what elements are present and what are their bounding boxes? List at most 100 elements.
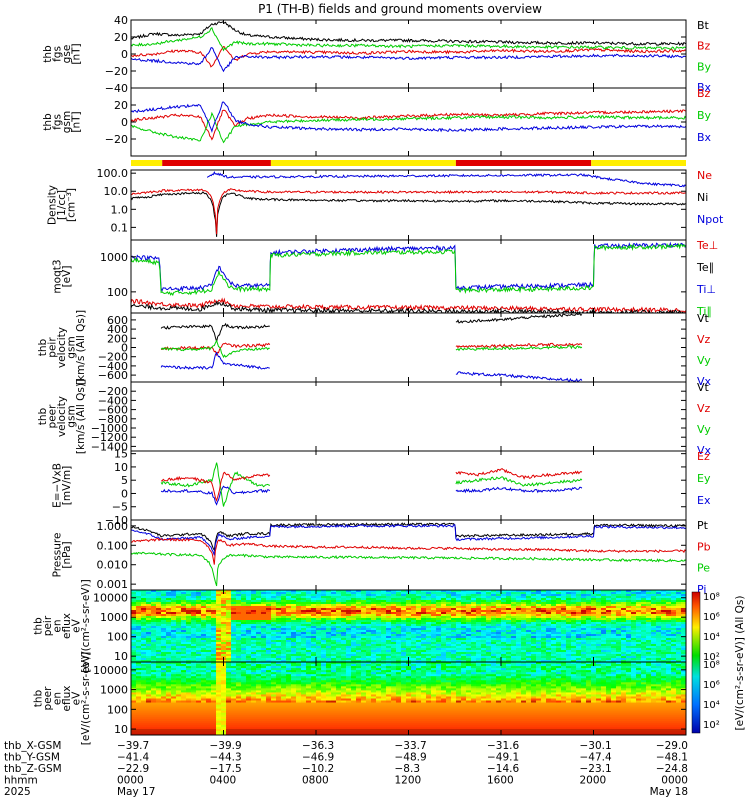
heatmap-cell xyxy=(276,594,282,597)
heatmap-cell xyxy=(316,630,322,633)
heatmap-cell xyxy=(301,658,307,661)
heatmap-cell xyxy=(581,650,587,653)
heatmap-cell xyxy=(621,624,627,627)
heatmap-cell xyxy=(491,644,497,647)
heatmap-cell xyxy=(251,602,257,605)
heatmap-cell xyxy=(576,652,582,655)
heatmap-peer_en_eflux xyxy=(131,662,686,735)
heatmap-cell xyxy=(611,666,617,669)
heatmap-cell xyxy=(151,668,157,671)
heatmap-cell xyxy=(456,610,462,613)
heatmap-cell xyxy=(396,618,402,621)
heatmap-cell xyxy=(261,628,267,631)
heatmap-cell xyxy=(251,650,257,653)
heatmap-cell xyxy=(541,618,547,621)
heatmap-cell xyxy=(356,636,362,639)
heatmap-cell xyxy=(636,596,642,599)
heatmap-cell xyxy=(676,660,682,662)
heatmap-cell xyxy=(676,622,682,625)
heatmap-cell xyxy=(346,614,352,617)
heatmap-cell xyxy=(601,620,607,623)
heatmap-cell xyxy=(361,604,367,607)
heatmap-cell xyxy=(286,596,292,599)
heatmap-cell xyxy=(486,670,492,673)
heatmap-cell xyxy=(471,592,477,595)
heatmap-cell xyxy=(571,634,577,637)
heatmap-cell xyxy=(506,652,512,655)
heatmap-cell xyxy=(661,642,667,645)
heatmap-cell xyxy=(511,642,517,645)
heatmap-cell xyxy=(166,632,172,635)
heatmap-cell xyxy=(546,654,552,657)
heatmap-cell xyxy=(641,658,647,661)
heatmap-cell xyxy=(391,624,397,627)
heatmap-cell xyxy=(556,606,562,609)
heatmap-cell xyxy=(326,592,332,595)
heatmap-cell xyxy=(386,652,392,655)
heatmap-cell xyxy=(561,590,567,593)
heatmap-cell xyxy=(351,672,357,675)
heatmap-cell xyxy=(426,598,432,601)
heatmap-cell xyxy=(251,622,257,625)
heatmap-cell xyxy=(301,590,307,593)
heatmap-cell xyxy=(186,606,192,609)
heatmap-cell xyxy=(571,630,577,633)
heatmap-cell xyxy=(311,652,317,655)
heatmap-cell xyxy=(536,610,542,613)
heatmap-cell xyxy=(491,672,497,675)
heatmap-cell xyxy=(216,602,222,605)
heatmap-cell xyxy=(341,648,347,651)
heatmap-cell xyxy=(521,664,527,667)
heatmap-cell xyxy=(571,594,577,597)
heatmap-cell xyxy=(401,590,407,593)
heatmap-cell xyxy=(371,616,377,619)
heatmap-cell xyxy=(616,652,622,655)
heatmap-cell xyxy=(431,602,437,605)
heatmap-cell xyxy=(321,652,327,655)
heatmap-cell xyxy=(261,596,267,599)
heatmap-cell xyxy=(336,642,342,645)
y-axis-label: gsm xyxy=(61,111,73,133)
heatmap-cell xyxy=(131,592,137,595)
heatmap-cell xyxy=(616,636,622,639)
heatmap-cell xyxy=(346,656,352,659)
heatmap-cell xyxy=(386,608,392,611)
heatmap-cell xyxy=(606,648,612,651)
heatmap-cell xyxy=(246,654,252,657)
heatmap-cell xyxy=(296,596,302,599)
heatmap-cell xyxy=(336,596,342,599)
heatmap-cell xyxy=(146,594,152,597)
heatmap-cell xyxy=(136,654,142,657)
heatmap-cell xyxy=(606,644,612,647)
heatmap-cell xyxy=(331,604,337,607)
heatmap-cell xyxy=(496,602,502,605)
heatmap-cell xyxy=(491,606,497,609)
heatmap-cell xyxy=(261,612,267,615)
heatmap-cell xyxy=(201,644,207,647)
heatmap-cell xyxy=(311,640,317,643)
heatmap-cell xyxy=(316,628,322,631)
heatmap-cell xyxy=(131,656,137,659)
heatmap-cell xyxy=(326,646,332,649)
heatmap-cell xyxy=(236,652,242,655)
heatmap-cell xyxy=(541,654,547,657)
heatmap-cell xyxy=(526,664,532,667)
heatmap-cell xyxy=(436,648,442,651)
heatmap-cell xyxy=(166,628,172,631)
heatmap-cell xyxy=(181,624,187,627)
heatmap-cell xyxy=(156,638,162,641)
heatmap-cell xyxy=(371,596,377,599)
heatmap-cell xyxy=(601,624,607,627)
heatmap-cell xyxy=(621,670,627,673)
heatmap-cell xyxy=(566,590,572,593)
heatmap-cell xyxy=(311,612,317,615)
heatmap-cell xyxy=(571,624,577,627)
heatmap-cell xyxy=(476,628,482,631)
heatmap-cell xyxy=(166,662,172,665)
heatmap-cell xyxy=(431,638,437,641)
heatmap-cell xyxy=(626,622,632,625)
heatmap-cell xyxy=(451,608,457,611)
heatmap-cell xyxy=(361,666,367,669)
heatmap-cell xyxy=(146,672,152,675)
y-tick-label: −1400 xyxy=(91,440,128,453)
